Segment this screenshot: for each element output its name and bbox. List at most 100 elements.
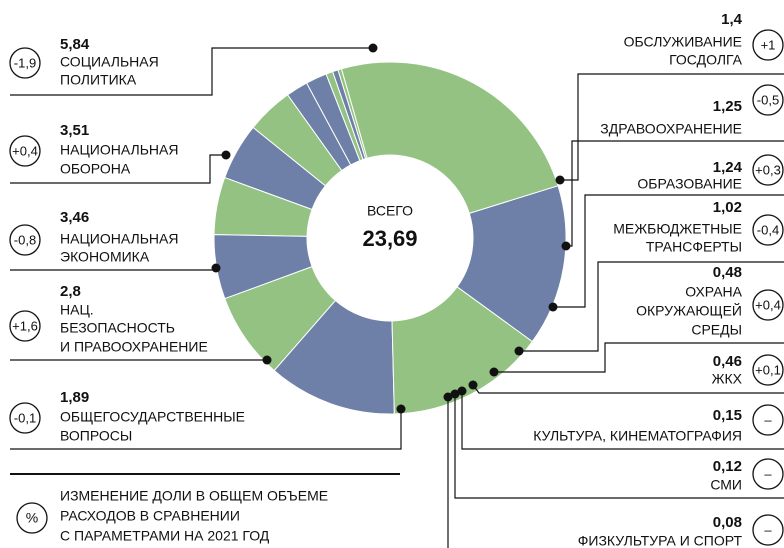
change-label: -0,1	[14, 410, 36, 425]
category-label: ПОЛИТИКА	[60, 72, 137, 88]
change-circle	[9, 135, 41, 167]
category-label: ОБОРОНА	[60, 161, 131, 177]
category-label: ОБСЛУЖИВАНИЕ	[624, 34, 742, 50]
leader-dot	[468, 380, 478, 390]
value-label: 0,46	[713, 353, 742, 370]
category-label: ЖКХ	[712, 371, 743, 387]
value-label: 0,48	[713, 264, 742, 281]
change-label: +0,4	[12, 143, 38, 158]
value-label: 0,08	[713, 514, 742, 531]
leader-line	[553, 194, 784, 308]
category-label: СРЕДЫ	[691, 322, 742, 338]
value-label: 1,4	[721, 11, 743, 28]
value-label: 5,84	[60, 36, 90, 53]
slice	[456, 185, 567, 343]
category-label: ОХРАНА	[685, 284, 742, 300]
leader-dot	[396, 404, 406, 414]
category-label: И ПРАВООХРАНЕНИЕ	[60, 339, 208, 355]
leader-line	[10, 409, 402, 450]
leader-dot	[561, 241, 571, 251]
value-label: 3,51	[60, 122, 89, 139]
legend-text: РАСХОДОВ В СРАВНЕНИИ	[60, 508, 240, 524]
leader-dot	[221, 150, 231, 160]
category-label: КУЛЬТУРА, КИНЕМАТОГРАФИЯ	[533, 428, 742, 444]
category-label: БЕЗОПАСНОСТЬ	[60, 320, 175, 336]
change-circle	[752, 289, 784, 321]
category-label: НАЦИОНАЛЬНАЯ	[60, 142, 178, 158]
change-circle	[752, 84, 784, 116]
slice	[252, 94, 343, 187]
change-circle	[9, 402, 41, 434]
category-label: ЗДРАВООХРАНЕНИЕ	[600, 121, 742, 137]
value-label: 1,02	[713, 199, 742, 216]
category-label: НАЦИОНАЛЬНАЯ	[60, 231, 178, 247]
change-circle	[752, 404, 784, 436]
slice	[224, 126, 327, 211]
change-label: +1,6	[12, 318, 38, 333]
change-circle	[9, 224, 41, 256]
change-circle	[752, 354, 784, 386]
category-label: МЕЖБЮДЖЕТНЫЕ	[613, 221, 742, 237]
leader-dot	[450, 389, 460, 399]
change-label: -0,4	[757, 222, 779, 237]
slice	[213, 176, 313, 237]
change-circle	[752, 154, 784, 186]
leader-dot	[555, 175, 565, 185]
change-label: +1	[761, 37, 776, 52]
legend-symbol: %	[26, 510, 38, 526]
total-label: ВСЕГО	[367, 203, 413, 219]
change-label: –	[764, 522, 772, 537]
legend-text: С ПАРАМЕТРАМИ НА 2021 ГОД	[60, 528, 270, 544]
category-label: ВОПРОСЫ	[60, 428, 132, 444]
change-label: -0,5	[757, 92, 779, 107]
leader-dot	[262, 355, 272, 365]
value-label: 0,12	[713, 458, 742, 475]
slice	[305, 73, 361, 166]
slice	[224, 265, 337, 372]
total-value: 23,69	[362, 226, 417, 251]
value-label: 2,8	[60, 283, 81, 300]
slice	[391, 286, 534, 415]
category-label: ФИЗКУЛЬТУРА И СПОРТ	[578, 533, 743, 548]
category-label: СМИ	[710, 477, 742, 493]
change-circle	[752, 514, 784, 546]
change-circle	[9, 310, 41, 342]
category-label: СОЦИАЛЬНАЯ	[60, 54, 159, 70]
value-label: 1,25	[713, 98, 742, 115]
slice	[286, 82, 352, 172]
category-label: ГОСДОЛГА	[669, 52, 743, 68]
change-label: +0,4	[755, 297, 781, 312]
leader-line	[454, 394, 784, 499]
leader-line	[10, 154, 226, 184]
leader-dot	[443, 392, 453, 402]
leader-dot	[514, 346, 524, 356]
leader-dot	[548, 302, 558, 312]
leader-line	[461, 391, 784, 450]
leader-line	[560, 73, 784, 181]
change-label: -0,8	[14, 232, 36, 247]
slice	[213, 234, 313, 300]
leader-line	[519, 261, 784, 352]
change-label: –	[764, 466, 772, 481]
change-circle	[752, 29, 784, 61]
category-label: ОКРУЖАЮЩЕЙ	[636, 302, 742, 319]
leader-line	[494, 342, 784, 373]
category-label: ОБЩЕГОСУДАРСТВЕННЫЕ	[60, 409, 245, 425]
change-circle	[752, 458, 784, 490]
change-circle	[752, 214, 784, 246]
leader-line	[10, 268, 217, 271]
value-label: 3,46	[60, 209, 89, 226]
legend-text: ИЗМЕНЕНИЕ ДОЛИ В ОБЩЕМ ОБЪЕМЕ	[60, 488, 328, 504]
leader-dot	[489, 367, 499, 377]
leader-line	[10, 47, 373, 96]
value-label: 0,15	[713, 407, 742, 424]
change-label: +0,3	[755, 162, 781, 177]
category-label: ТРАНСФЕРТЫ	[646, 239, 742, 255]
leader-dot	[368, 43, 378, 53]
change-label: –	[764, 412, 772, 427]
category-label: ОБРАЗОВАНИЕ	[637, 176, 742, 192]
value-label: 1,89	[60, 389, 89, 406]
slice	[340, 61, 559, 214]
category-label: НАЦ.	[60, 302, 94, 318]
